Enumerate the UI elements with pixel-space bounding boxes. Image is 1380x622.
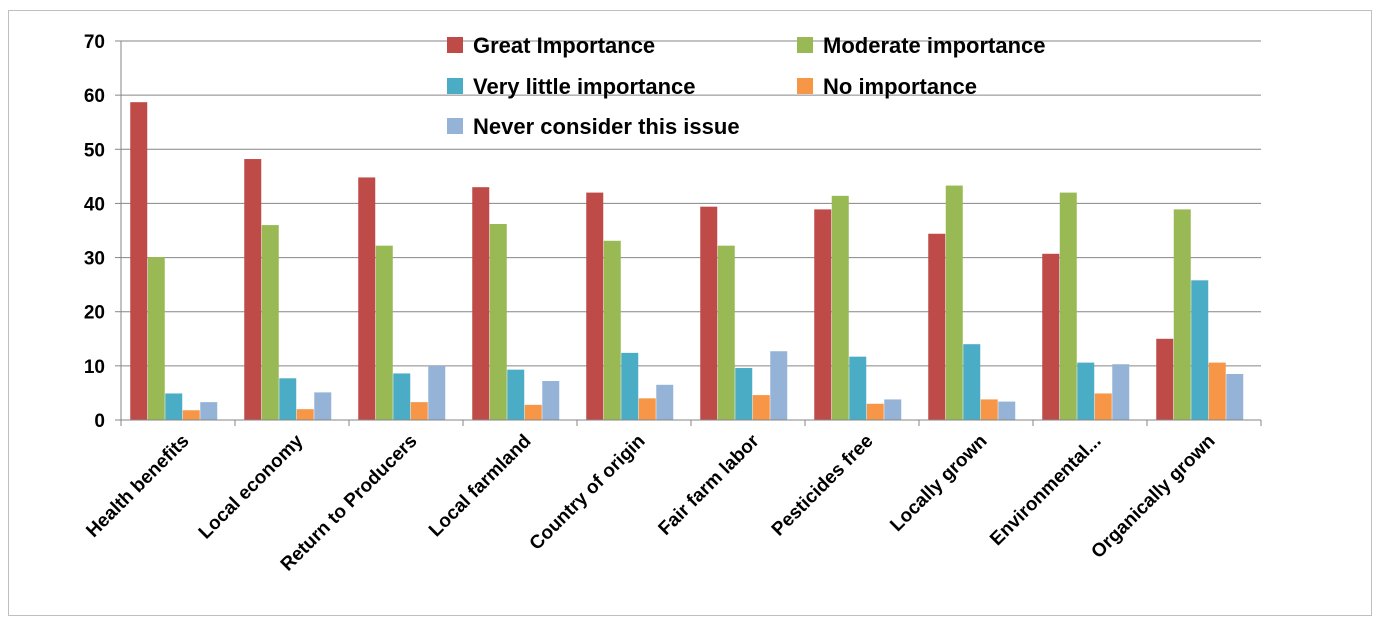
legend-swatch <box>797 78 813 94</box>
legend-label: Great Importance <box>473 33 655 58</box>
legend-label: No importance <box>823 74 977 99</box>
bar <box>1156 338 1174 420</box>
y-tick-label: 0 <box>94 411 105 432</box>
category-label: Organically grown <box>1087 431 1219 563</box>
legend-label: Moderate importance <box>823 33 1046 58</box>
bar <box>998 401 1016 420</box>
bar <box>428 365 446 420</box>
grouped-bar-chart: 0 10 20 30 40 50 60 70 Health benefits Local econ… <box>82 32 1262 575</box>
bar <box>410 402 428 420</box>
bar <box>147 257 165 420</box>
legend-label: Never consider this issue <box>473 114 740 139</box>
y-tick-label: 70 <box>84 32 105 53</box>
bar <box>963 344 981 420</box>
bar <box>393 373 411 420</box>
bar <box>735 368 753 420</box>
legend-swatch <box>447 37 463 53</box>
bar <box>1173 209 1191 420</box>
bar <box>831 195 849 420</box>
gridlines <box>121 40 1261 367</box>
category-label: Pesticides free <box>768 431 878 541</box>
bar <box>200 402 218 420</box>
category-label: Local economy <box>195 430 308 543</box>
bar <box>603 240 621 420</box>
legend-item: Great Importance <box>447 33 655 58</box>
chart-frame: 0 10 20 30 40 50 60 70 Health benefits Local econ… <box>8 10 1372 616</box>
bar <box>1077 362 1095 420</box>
bar <box>980 399 998 420</box>
y-tick-label: 30 <box>84 249 105 270</box>
bar <box>866 403 884 420</box>
bar <box>770 351 788 420</box>
bar <box>1094 393 1112 420</box>
bar <box>358 177 376 420</box>
category-label: Environmental... <box>986 431 1105 550</box>
bar <box>244 159 262 420</box>
legend-item: Never consider this issue <box>447 114 740 139</box>
bar <box>884 399 902 420</box>
legend-swatch <box>447 118 463 134</box>
bar <box>849 356 867 420</box>
bar <box>182 410 200 420</box>
bar <box>752 395 770 420</box>
bar <box>1226 373 1244 420</box>
legend-item: No importance <box>797 74 977 99</box>
bar <box>1059 192 1077 420</box>
bar <box>130 102 148 420</box>
category-label: Fair farm labor <box>655 430 764 539</box>
bar <box>638 398 656 420</box>
bar <box>1208 362 1226 420</box>
bar <box>165 393 183 420</box>
bar <box>296 409 314 420</box>
bar <box>489 224 507 420</box>
bars <box>130 102 1244 420</box>
y-tick-label: 50 <box>84 140 105 161</box>
bar <box>928 233 946 420</box>
bar <box>314 392 332 420</box>
bar <box>814 209 832 420</box>
category-label: Country of origin <box>526 431 650 555</box>
y-tick-label: 10 <box>84 357 105 378</box>
bar <box>945 185 963 420</box>
category-label: Health benefits <box>82 431 193 542</box>
y-tick-label: 60 <box>84 86 105 107</box>
bar <box>375 245 393 420</box>
legend: Great Importance Moderate importance Very … <box>447 33 1046 139</box>
category-label: Local farmland <box>425 431 535 541</box>
bar <box>1042 253 1060 420</box>
bar <box>472 187 490 420</box>
bar <box>1112 364 1130 420</box>
y-tick-label: 20 <box>84 303 105 324</box>
bar <box>586 192 604 420</box>
bar <box>656 384 674 420</box>
bar <box>279 378 297 420</box>
legend-item: Very little importance <box>447 74 696 99</box>
legend-swatch <box>447 78 463 94</box>
bar <box>524 404 542 420</box>
bar <box>1191 280 1209 420</box>
bar <box>542 381 560 420</box>
category-label: Locally grown <box>886 431 991 536</box>
bar <box>717 245 735 420</box>
bar <box>507 369 525 420</box>
legend-swatch <box>797 37 813 53</box>
bar <box>621 352 639 420</box>
bar <box>700 206 718 420</box>
legend-label: Very little importance <box>473 74 696 99</box>
legend-item: Moderate importance <box>797 33 1046 58</box>
bar <box>261 225 279 420</box>
y-tick-label: 40 <box>84 194 105 215</box>
